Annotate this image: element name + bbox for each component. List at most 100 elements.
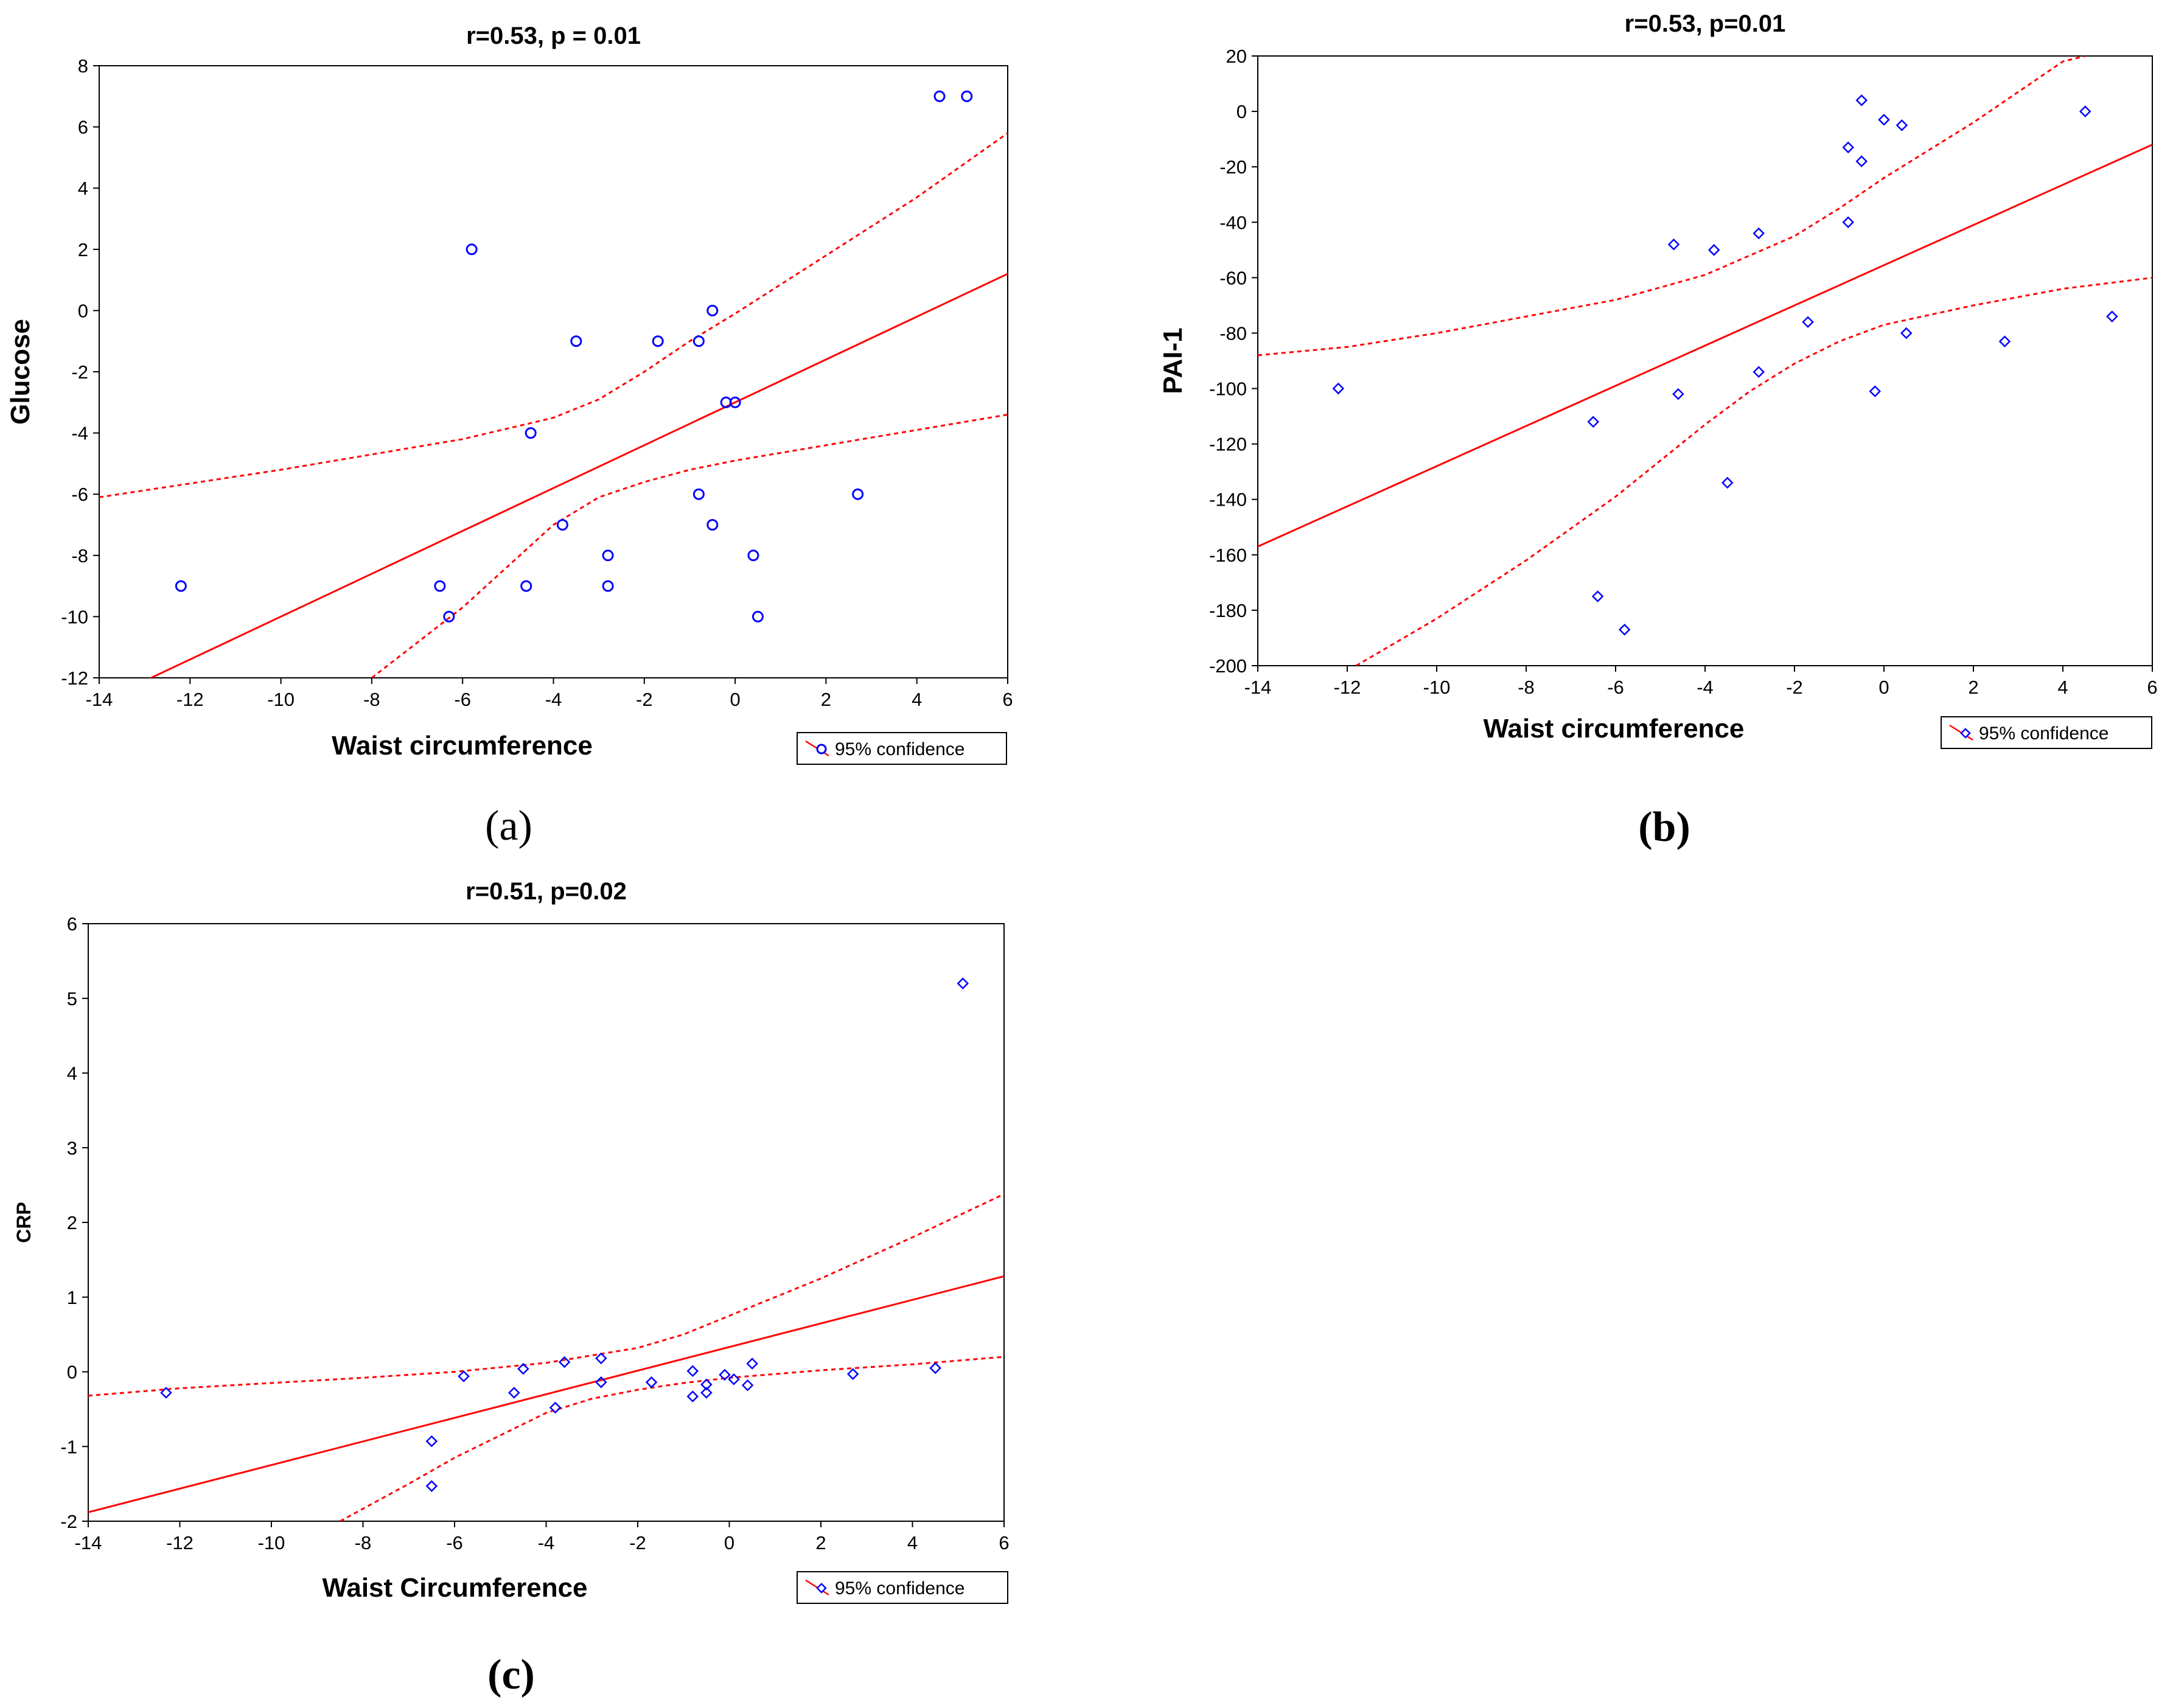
data-point bbox=[556, 519, 568, 531]
x-tick-label: -6 bbox=[446, 1532, 463, 1553]
y-axis-label: CRP bbox=[13, 1202, 35, 1243]
data-point bbox=[517, 1362, 529, 1375]
data-point bbox=[558, 1356, 571, 1368]
data-point bbox=[846, 1368, 859, 1380]
data-point bbox=[466, 243, 478, 256]
legend-marker-swatch bbox=[1960, 728, 1971, 739]
data-point bbox=[602, 549, 614, 562]
data-point bbox=[961, 90, 973, 102]
x-tick-label: -8 bbox=[355, 1532, 372, 1553]
chart-b: r=0.53, p=0.01-14 -12 -10 -8 -6 -4 -2 0 2 4 6-200-… bbox=[1158, 10, 2158, 851]
x-tick-label: -10 bbox=[267, 689, 295, 710]
x-tick-label: 0 bbox=[730, 689, 740, 710]
data-point bbox=[1869, 385, 1882, 397]
data-point bbox=[729, 396, 741, 408]
legend-label: 95% confidence bbox=[835, 739, 965, 759]
data-point bbox=[957, 977, 969, 989]
y-tick-label: -20 bbox=[1219, 156, 1247, 178]
ci-lower-band bbox=[340, 1356, 1004, 1521]
x-tick-label: -12 bbox=[176, 689, 204, 710]
plot-area bbox=[99, 90, 1008, 678]
data-point bbox=[443, 610, 455, 622]
y-tick-label: -160 bbox=[1209, 545, 1247, 566]
y-tick-label: 4 bbox=[78, 178, 88, 199]
data-point bbox=[747, 549, 759, 562]
regression-line bbox=[1258, 144, 2152, 548]
y-tick-label: 5 bbox=[67, 988, 77, 1009]
x-tick-label: 4 bbox=[2057, 677, 2068, 698]
x-tick-label: 0 bbox=[724, 1532, 734, 1553]
x-tick-label: -12 bbox=[1334, 677, 1361, 698]
data-point bbox=[425, 1480, 438, 1493]
legend: 95% confidence bbox=[797, 732, 1007, 765]
data-point bbox=[686, 1365, 699, 1378]
y-tick-label: 0 bbox=[78, 300, 88, 321]
ci-upper-band bbox=[99, 132, 1008, 498]
data-point bbox=[2079, 105, 2091, 117]
plot-frame bbox=[99, 65, 1008, 678]
y-tick-label: 6 bbox=[78, 117, 88, 138]
y-tick-label: -200 bbox=[1209, 655, 1247, 677]
data-point bbox=[1855, 94, 1868, 106]
data-point bbox=[1753, 366, 1765, 378]
panel-caption: (c) bbox=[487, 1651, 535, 1698]
x-tick-label: 6 bbox=[999, 1532, 1009, 1553]
data-point bbox=[160, 1387, 172, 1399]
chart-title: r=0.53, p = 0.01 bbox=[466, 23, 641, 49]
x-tick-label: -12 bbox=[166, 1532, 194, 1553]
data-point bbox=[1842, 216, 1854, 229]
data-point bbox=[700, 1378, 713, 1391]
y-tick-label: -140 bbox=[1209, 489, 1247, 511]
y-tick-label: 2 bbox=[67, 1212, 77, 1233]
data-point bbox=[1332, 382, 1345, 395]
data-point bbox=[1707, 244, 1720, 256]
data-point bbox=[1721, 476, 1734, 489]
y-tick-label: -8 bbox=[71, 545, 88, 566]
data-point bbox=[2106, 310, 2118, 322]
legend: 95% confidence bbox=[797, 1571, 1008, 1604]
legend-box bbox=[1941, 716, 2152, 749]
data-point bbox=[1667, 238, 1680, 251]
plot-frame bbox=[1257, 55, 2153, 666]
y-tick-label: 3 bbox=[67, 1137, 77, 1159]
legend-label: 95% confidence bbox=[835, 1578, 965, 1598]
data-point bbox=[1753, 227, 1765, 240]
chart-title: r=0.51, p=0.02 bbox=[466, 878, 627, 905]
x-tick-label: -6 bbox=[1607, 677, 1624, 698]
x-tick-label: -4 bbox=[538, 1532, 555, 1553]
data-point bbox=[1842, 141, 1854, 154]
data-point bbox=[692, 335, 705, 347]
data-point bbox=[645, 1376, 658, 1389]
data-point bbox=[570, 335, 582, 347]
data-point bbox=[1896, 119, 1908, 131]
data-point bbox=[1591, 590, 1604, 602]
y-tick-label: -2 bbox=[71, 361, 88, 383]
x-tick-label: 2 bbox=[815, 1532, 826, 1553]
data-point bbox=[520, 580, 532, 592]
data-point bbox=[719, 1368, 731, 1381]
data-point bbox=[752, 610, 764, 622]
data-point bbox=[706, 304, 719, 316]
y-tick-label: 1 bbox=[67, 1287, 77, 1308]
legend-box bbox=[797, 732, 1007, 765]
chart-a: r=0.53, p = 0.01-14 -12 -10 -8 -6 -4 -2 0 2 4 6-12… bbox=[5, 23, 1013, 849]
panel-caption: (b) bbox=[1638, 804, 1690, 851]
legend-marker-swatch bbox=[816, 1583, 827, 1594]
panel-caption: (a) bbox=[485, 803, 532, 849]
x-tick-label: -14 bbox=[86, 689, 113, 710]
x-tick-label: -10 bbox=[258, 1532, 285, 1553]
plot-area bbox=[1258, 56, 2152, 666]
y-tick-label: -12 bbox=[61, 668, 88, 689]
data-point bbox=[706, 519, 719, 531]
data-point bbox=[700, 1387, 713, 1399]
data-point bbox=[602, 580, 614, 592]
ci-lower-band bbox=[1355, 276, 2152, 666]
y-tick-label: 4 bbox=[67, 1063, 77, 1084]
data-point bbox=[434, 580, 446, 592]
data-point bbox=[652, 335, 664, 347]
data-point bbox=[549, 1401, 562, 1414]
x-tick-label: -8 bbox=[363, 689, 380, 710]
y-tick-label: -10 bbox=[61, 606, 88, 627]
ci-lower-band bbox=[371, 413, 1008, 678]
y-tick-label: -80 bbox=[1219, 322, 1247, 344]
